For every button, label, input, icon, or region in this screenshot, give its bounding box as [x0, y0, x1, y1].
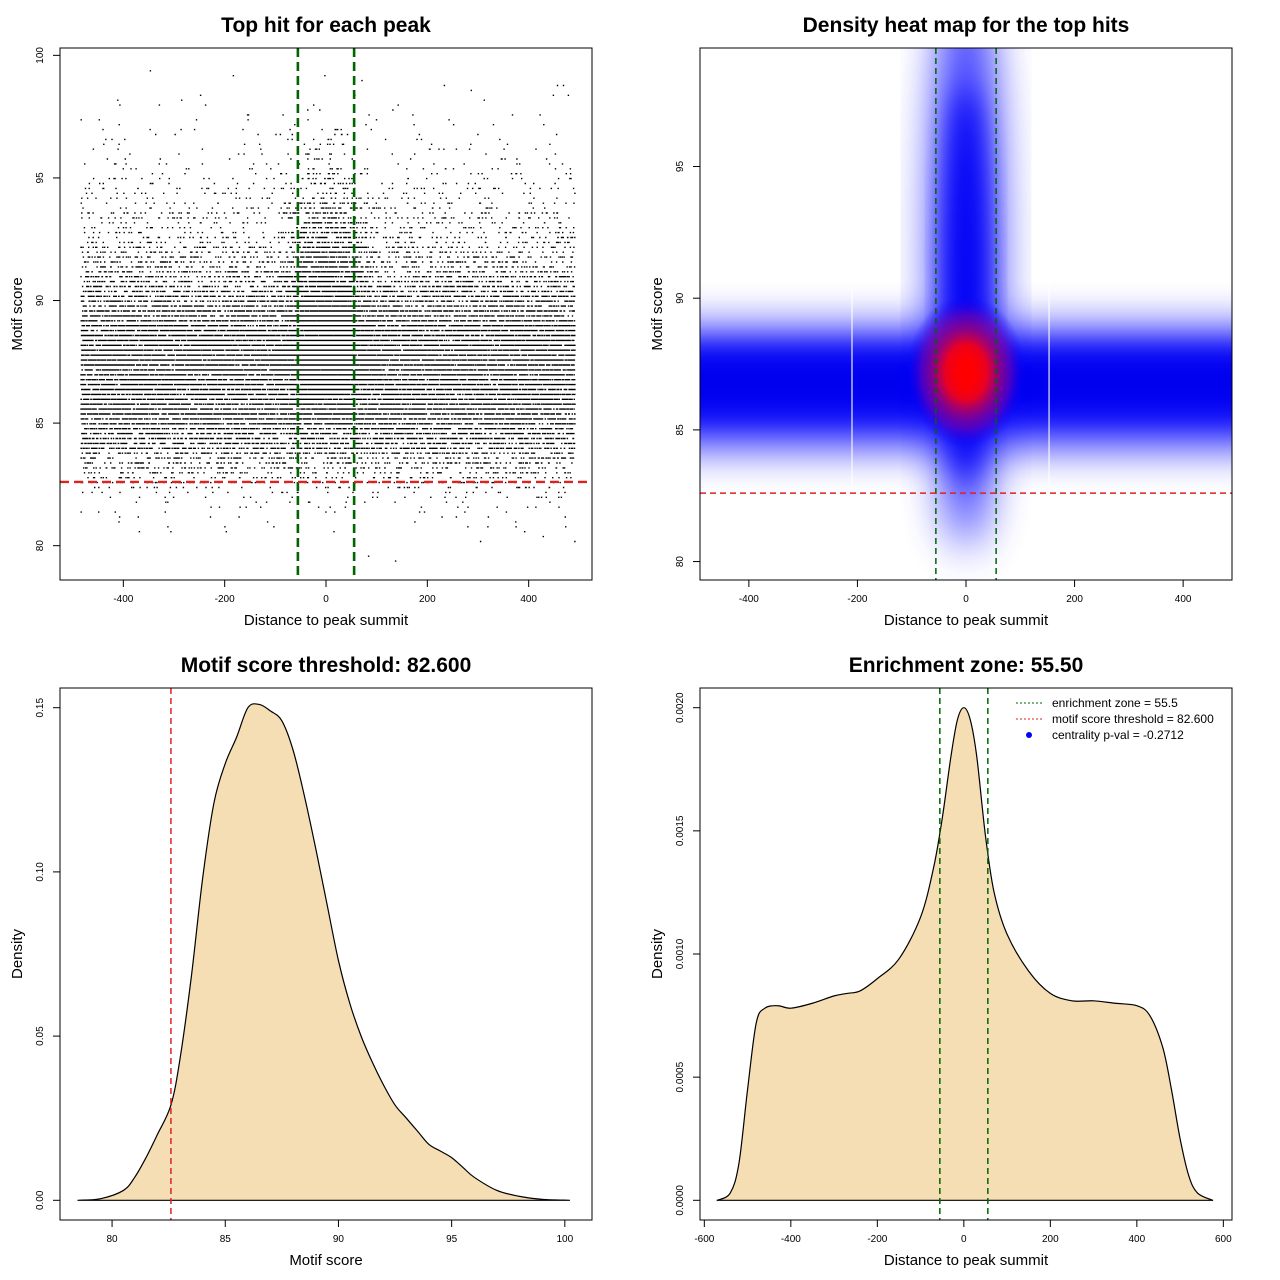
distance-density-panel: Enrichment zone: 55.50 -600 -400 -200 0 200 4…: [649, 654, 1233, 1269]
heatmap-reference-lines: [700, 48, 1232, 580]
heatmap-density: [700, 48, 1232, 580]
density-fill: [78, 703, 570, 1201]
x-tick-label: 200: [419, 594, 436, 605]
scatter-point-cloud: [80, 70, 576, 562]
score-density-title: Motif score threshold: 82.600: [181, 654, 472, 677]
y-tick-label: 0.0010: [675, 938, 686, 969]
x-tick-label: 90: [333, 1234, 345, 1245]
x-tick-label: 600: [1215, 1234, 1232, 1245]
y-tick-label: 0.0015: [675, 815, 686, 846]
y-tick-label: 80: [675, 556, 686, 568]
y-tick-label: 0.00: [35, 1190, 46, 1210]
scatter-y-ticks: 80 85 90 95 100: [35, 47, 61, 552]
density-curve: [78, 703, 570, 1201]
x-tick-label: -400: [781, 1234, 801, 1245]
y-tick-label: 85: [675, 424, 686, 436]
scatter-reference-lines: [60, 48, 592, 580]
scatter-plot-frame: [59, 47, 593, 581]
distance-density-x-ticks: -600 -400 -200 0 200 400 600: [694, 1219, 1232, 1245]
x-tick-label: 400: [1175, 594, 1192, 605]
x-tick-label: 80: [107, 1234, 119, 1245]
y-tick-label: 80: [35, 540, 46, 552]
x-tick-label: 95: [446, 1234, 458, 1245]
x-tick-label: -200: [847, 594, 867, 605]
x-tick-label: 0: [961, 1234, 967, 1245]
heatmap-y-label: Motif score: [649, 277, 666, 350]
y-tick-label: 0.15: [35, 698, 46, 718]
scatter-y-label: Motif score: [9, 277, 26, 350]
scatter-x-label: Distance to peak summit: [244, 612, 409, 629]
legend-label-enrichment: enrichment zone = 55.5: [1052, 696, 1178, 710]
heatmap-x-ticks: -400 -200 0 200 400: [739, 579, 1192, 605]
x-tick-label: 85: [220, 1234, 232, 1245]
y-tick-label: 0.0005: [675, 1061, 686, 1092]
distance-density-area: [715, 688, 1213, 1220]
x-tick-label: -200: [215, 594, 235, 605]
score-density-x-label: Motif score: [289, 1252, 362, 1269]
scatter-panel: Top hit for each peak -400 -200 0 200 400 80…: [9, 14, 593, 629]
density-curve: [715, 707, 1213, 1201]
x-tick-label: 0: [323, 594, 329, 605]
x-tick-label: -400: [113, 594, 133, 605]
x-tick-label: -400: [739, 594, 759, 605]
heatmap-peak-center: [950, 345, 982, 399]
y-tick-label: 95: [35, 172, 46, 184]
density-fill: [717, 707, 1213, 1201]
y-tick-label: 0.10: [35, 862, 46, 882]
y-tick-label: 0.0020: [675, 692, 686, 723]
legend-key-centrality: [1026, 732, 1032, 738]
x-tick-label: 100: [556, 1234, 573, 1245]
distance-density-y-label: Density: [649, 928, 666, 979]
x-tick-label: -600: [694, 1234, 714, 1245]
y-tick-label: 100: [35, 47, 46, 64]
heatmap-y-ticks: 80 85 90 95: [675, 161, 701, 568]
score-density-y-label: Density: [9, 928, 26, 979]
legend: enrichment zone = 55.5 motif score thres…: [1016, 696, 1214, 742]
score-density-panel: Motif score threshold: 82.600 80 85 90 95 10…: [9, 654, 593, 1269]
legend-label-centrality: centrality p-val = -0.2712: [1052, 728, 1184, 742]
x-tick-label: 200: [1066, 594, 1083, 605]
heatmap-title: Density heat map for the top hits: [803, 14, 1130, 37]
heatmap-x-label: Distance to peak summit: [884, 612, 1049, 629]
heatmap-panel: Density heat map for the top hits -400 -2…: [649, 14, 1233, 629]
distance-density-x-label: Distance to peak summit: [884, 1252, 1049, 1269]
score-density-x-ticks: 80 85 90 95 100: [107, 1219, 574, 1245]
x-tick-label: 400: [1129, 1234, 1146, 1245]
y-tick-label: 90: [675, 292, 686, 304]
scatter-x-ticks: -400 -200 0 200 400: [113, 579, 537, 605]
x-tick-label: 400: [520, 594, 537, 605]
y-tick-label: 90: [35, 295, 46, 307]
y-tick-label: 0.0000: [675, 1185, 686, 1216]
score-density-area: [78, 688, 570, 1220]
y-tick-label: 0.05: [35, 1026, 46, 1046]
scatter-points: [80, 70, 576, 562]
x-tick-label: 200: [1042, 1234, 1059, 1245]
scatter-title: Top hit for each peak: [221, 14, 431, 37]
y-tick-label: 85: [35, 417, 46, 429]
x-tick-label: 0: [963, 594, 969, 605]
y-tick-label: 95: [675, 161, 686, 173]
score-density-y-ticks: 0.00 0.05 0.10 0.15: [35, 698, 61, 1210]
legend-label-threshold: motif score threshold = 82.600: [1052, 712, 1214, 726]
distance-density-title: Enrichment zone: 55.50: [849, 654, 1084, 677]
x-tick-label: -200: [867, 1234, 887, 1245]
distance-density-y-ticks: 0.0000 0.0005 0.0010 0.0015 0.0020: [675, 692, 701, 1216]
